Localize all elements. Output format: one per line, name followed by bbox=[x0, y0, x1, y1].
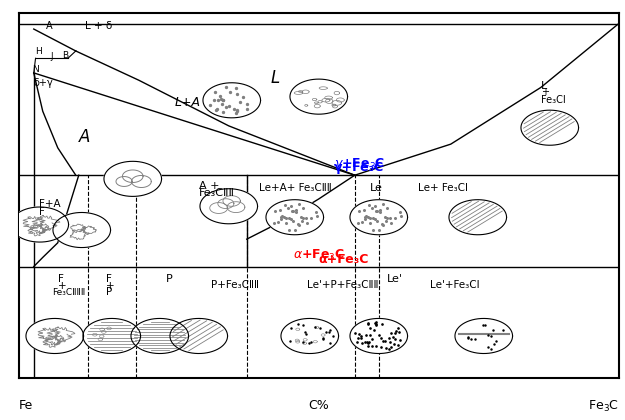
Text: $\gamma$+Fe$_3$C: $\gamma$+Fe$_3$C bbox=[334, 156, 385, 172]
Polygon shape bbox=[203, 83, 261, 118]
Text: Le: Le bbox=[370, 183, 382, 193]
Polygon shape bbox=[104, 161, 161, 197]
Text: F: F bbox=[106, 274, 112, 284]
Text: Fe₃CⅡⅡⅡ: Fe₃CⅡⅡⅡ bbox=[52, 288, 85, 297]
Text: Fe₃CⅡⅡ: Fe₃CⅡⅡ bbox=[199, 189, 235, 199]
Text: Fe: Fe bbox=[19, 399, 33, 412]
Text: F: F bbox=[58, 274, 64, 284]
Text: +: + bbox=[58, 281, 66, 291]
Polygon shape bbox=[266, 200, 324, 235]
Text: Le+A+ Fe₃CⅡⅡ: Le+A+ Fe₃CⅡⅡ bbox=[259, 183, 331, 193]
Polygon shape bbox=[170, 318, 227, 354]
Text: δ+γ: δ+γ bbox=[34, 79, 54, 89]
Text: B: B bbox=[62, 51, 68, 60]
Text: H: H bbox=[36, 47, 42, 56]
Text: Le'+Fe₃CⅠ: Le'+Fe₃CⅠ bbox=[430, 280, 479, 290]
Text: A: A bbox=[46, 21, 53, 32]
Text: F: F bbox=[39, 207, 44, 217]
Text: $\alpha$+Fe$_3$C: $\alpha$+Fe$_3$C bbox=[292, 248, 345, 263]
Text: Fe₃CⅠ: Fe₃CⅠ bbox=[541, 94, 566, 105]
Text: J: J bbox=[50, 52, 52, 61]
Text: Le'+P+Fe₃CⅡⅡ: Le'+P+Fe₃CⅡⅡ bbox=[307, 280, 378, 290]
Text: A: A bbox=[79, 128, 90, 146]
Polygon shape bbox=[290, 79, 348, 114]
Text: +: + bbox=[541, 87, 549, 97]
Polygon shape bbox=[131, 318, 189, 354]
Text: C%: C% bbox=[308, 399, 329, 412]
Text: Le': Le' bbox=[387, 274, 403, 284]
Text: A +: A + bbox=[199, 181, 219, 191]
Polygon shape bbox=[350, 200, 408, 235]
Polygon shape bbox=[521, 110, 579, 145]
Text: F+A: F+A bbox=[39, 200, 60, 210]
Polygon shape bbox=[83, 318, 141, 354]
Polygon shape bbox=[200, 189, 258, 224]
Text: L+A: L+A bbox=[175, 96, 201, 109]
Text: N: N bbox=[32, 66, 39, 74]
Text: L: L bbox=[541, 81, 547, 91]
Polygon shape bbox=[11, 207, 69, 242]
Text: γ+Fe₃C: γ+Fe₃C bbox=[334, 161, 384, 174]
Polygon shape bbox=[281, 318, 339, 354]
Text: Fe$_3$C: Fe$_3$C bbox=[588, 399, 619, 414]
Text: L: L bbox=[271, 69, 280, 87]
Text: L + δ: L + δ bbox=[85, 21, 112, 32]
Polygon shape bbox=[449, 200, 506, 235]
Text: Le+ Fe₃CⅠ: Le+ Fe₃CⅠ bbox=[418, 183, 468, 193]
Polygon shape bbox=[26, 318, 84, 354]
Text: P: P bbox=[106, 288, 112, 297]
Polygon shape bbox=[53, 213, 111, 247]
Polygon shape bbox=[455, 318, 512, 354]
Text: P+Fe₃CⅡⅡ: P+Fe₃CⅡⅡ bbox=[211, 280, 259, 290]
Polygon shape bbox=[350, 318, 408, 354]
Text: P: P bbox=[166, 274, 172, 284]
Text: α+Fe₃C: α+Fe₃C bbox=[319, 253, 369, 266]
Text: +: + bbox=[106, 281, 114, 291]
